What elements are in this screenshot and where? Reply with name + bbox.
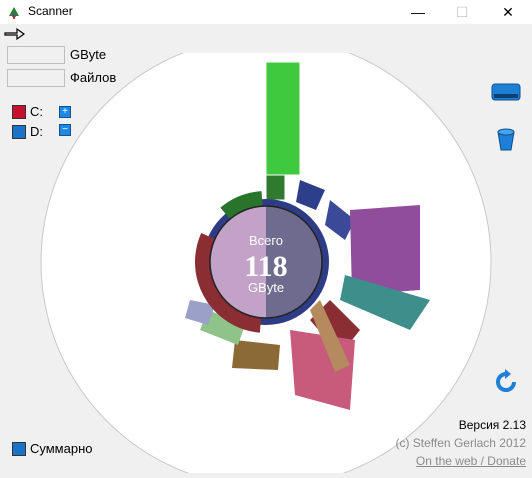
- center-value: 118: [244, 250, 287, 283]
- title-bar: Scanner — ☐ ✕: [0, 0, 532, 24]
- drive-d-collapse-button[interactable]: −: [59, 124, 71, 136]
- drive-c-icon[interactable]: [12, 105, 26, 119]
- segment-light-green: [200, 310, 245, 345]
- drive-c-expand-button[interactable]: +: [59, 106, 71, 118]
- center-left-half: [210, 206, 266, 318]
- segment-violet: [350, 205, 420, 295]
- files-value-field: [7, 69, 65, 87]
- gbyte-value-field: [7, 46, 65, 64]
- segment-green-outer: [265, 61, 301, 176]
- center-unit: GByte: [248, 280, 284, 295]
- refresh-button[interactable]: [490, 366, 522, 398]
- minimize-button[interactable]: —: [411, 4, 425, 20]
- close-button[interactable]: ✕: [502, 4, 514, 20]
- drive-c-label[interactable]: C:: [30, 104, 43, 119]
- segment-lilac: [185, 300, 215, 325]
- web-donate-link[interactable]: On the web / Donate: [415, 454, 526, 468]
- window-title: Scanner: [28, 4, 73, 18]
- sunburst-chart[interactable]: Всего 118 GByte: [36, 53, 496, 473]
- arrow-right-icon[interactable]: [4, 27, 26, 41]
- segment-green-inner: [265, 174, 286, 201]
- bucket-button[interactable]: [490, 124, 522, 156]
- center-right-half: [266, 206, 322, 318]
- segment-teal: [340, 275, 430, 330]
- main-panel: GByte Файлов C: + D: − Всего: [0, 24, 532, 478]
- drive-d-label[interactable]: D:: [30, 124, 43, 139]
- maximize-button[interactable]: ☐: [455, 4, 469, 20]
- sunburst-segments[interactable]: [185, 61, 430, 410]
- summary-label[interactable]: Суммарно: [30, 441, 93, 456]
- segment-olive: [310, 300, 350, 372]
- drive-d-icon[interactable]: [12, 125, 26, 139]
- segment-blue-ring: [296, 180, 325, 210]
- drive-button[interactable]: [490, 76, 522, 108]
- version-label: Версия 2.13: [458, 418, 526, 432]
- files-label: Файлов: [70, 70, 117, 85]
- summary-icon[interactable]: [12, 442, 26, 456]
- app-icon: [9, 7, 19, 19]
- center-caption: Всего: [249, 233, 283, 248]
- gbyte-label: GByte: [70, 47, 107, 62]
- copyright-label: (c) Steffen Gerlach 2012: [395, 436, 526, 450]
- segment-brown: [232, 340, 280, 370]
- segment-purple-ring: [325, 200, 355, 240]
